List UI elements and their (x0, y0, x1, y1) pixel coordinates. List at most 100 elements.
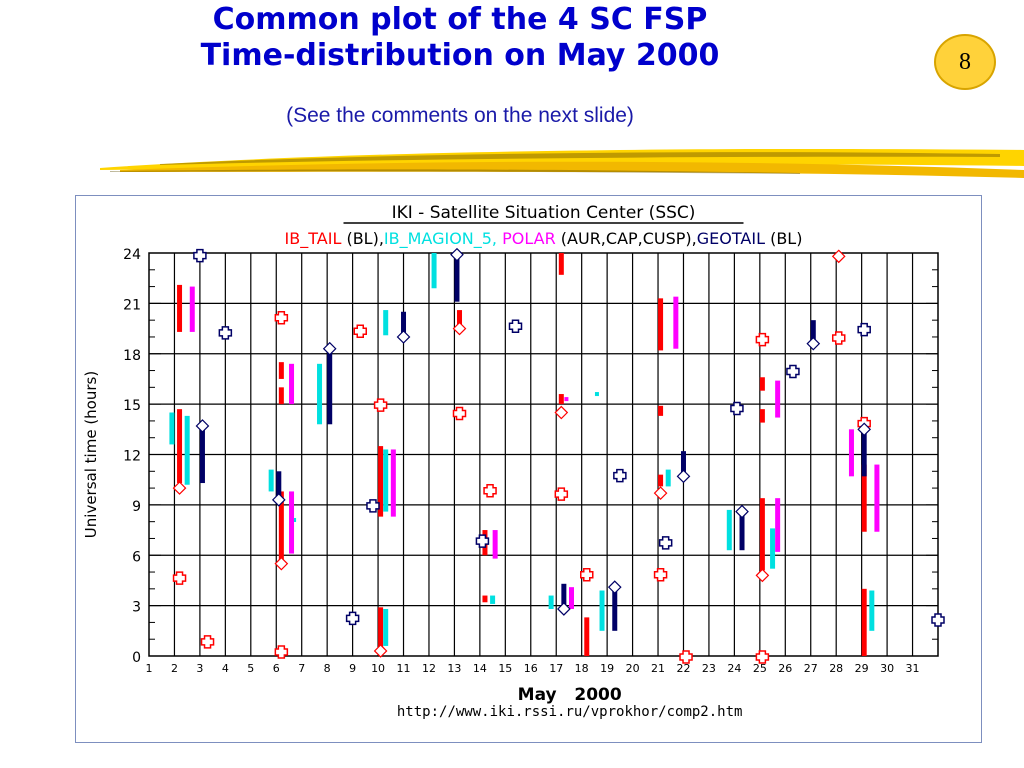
interval-end-diamond (676, 469, 691, 484)
geotail-cross-marker (366, 499, 380, 513)
polar-interval-bar (775, 380, 781, 418)
y-tick-label: 12 (123, 449, 141, 465)
ib-magion-5-interval-bar (599, 590, 605, 631)
ib-magion-5-interval-bar (490, 595, 496, 604)
polar-interval-bar (189, 286, 195, 332)
x-tick-label: 18 (575, 662, 589, 675)
interval-end-diamond (396, 330, 411, 344)
ssc-time-distribution-chart: IKI - Satellite Situation Center (SSC) IB… (82, 203, 945, 720)
x-tick-label: 6 (273, 662, 280, 675)
ib-magion-5-interval-bar (770, 528, 776, 569)
polar-interval-bar (848, 429, 854, 477)
x-tick-label: 8 (324, 662, 331, 675)
x-tick-label: 17 (549, 662, 563, 675)
geotail-interval-bar (276, 471, 282, 500)
ib-tail-cross-marker (483, 484, 497, 498)
x-tick-label: 26 (778, 662, 792, 675)
x-tick-label: 30 (880, 662, 894, 675)
interval-end-diamond (557, 602, 571, 616)
ib-magion-5-interval-bar (383, 449, 389, 512)
legend-entry-geotail: GEOTAIL (697, 229, 765, 248)
x-tick-label: 12 (422, 662, 436, 675)
ib-tail-interval-bar (658, 405, 664, 416)
polar-interval-bar (492, 530, 498, 559)
interval-end-diamond (452, 321, 467, 336)
x-axis-label: May 2000 (518, 685, 622, 705)
ib-tail-interval-bar (278, 362, 284, 379)
y-axis-label: Universal time (hours) (82, 371, 100, 538)
geotail-cross-marker (193, 248, 207, 263)
ib-tail-cross-marker (274, 311, 289, 325)
ib-magion-5-interval-bar (317, 363, 323, 425)
y-tick-label: 0 (132, 650, 141, 666)
y-tick-label: 9 (132, 499, 141, 515)
interval-end-diamond (373, 644, 388, 658)
x-tick-label: 19 (600, 662, 614, 675)
interval-end-diamond (450, 247, 464, 262)
interval-end-diamond (607, 580, 622, 595)
ib-tail-cross-marker (554, 487, 569, 501)
x-tick-label: 25 (753, 662, 767, 675)
polar-interval-bar (568, 587, 574, 609)
y-tick-label: 6 (132, 549, 141, 565)
polar-interval-bar (775, 498, 781, 552)
x-tick-label: 21 (651, 662, 665, 675)
x-tick-label: 11 (397, 662, 411, 675)
x-tick-label: 7 (298, 662, 305, 675)
geotail-cross-marker (786, 364, 800, 379)
x-tick-label: 1 (146, 662, 153, 675)
interval-end-diamond (735, 504, 749, 519)
y-tick-label: 24 (123, 247, 141, 263)
ib-tail-cross-marker (755, 332, 770, 347)
geotail-interval-bar (680, 451, 686, 477)
legend-entry-ibmagion5: IB_MAGION_5, (384, 229, 497, 249)
ib-magion-5-interval-bar (665, 469, 671, 487)
x-tick-label: 3 (196, 662, 203, 675)
ib-tail-interval-bar (759, 498, 765, 571)
geotail-cross-marker (613, 468, 627, 483)
x-tick-label: 28 (829, 662, 843, 675)
x-tick-label: 16 (524, 662, 538, 675)
ib-tail-cross-marker (274, 645, 289, 659)
interval-end-diamond (806, 336, 821, 351)
ib-magion-5-interval-bar (383, 608, 389, 646)
polar-interval-bar (673, 296, 679, 349)
ib-magion-5-interval-bar (184, 415, 190, 485)
y-tick-label: 3 (132, 600, 141, 616)
polar-interval-bar (390, 449, 396, 517)
geotail-cross-marker (658, 536, 673, 550)
geotail-cross-marker (931, 613, 945, 627)
x-tick-label: 22 (676, 662, 690, 675)
interval-end-diamond (831, 249, 846, 264)
ib-magion-5-interval-bar (268, 469, 274, 492)
geotail-interval-bar (401, 311, 407, 337)
polar-dot-marker (564, 397, 569, 402)
ib-tail-cross-marker (452, 406, 467, 421)
legend-entry-ibtail: IB_TAIL (285, 229, 342, 249)
decorative-swoosh (100, 148, 1024, 178)
x-tick-label: 20 (626, 662, 640, 675)
interval-end-diamond (322, 341, 337, 356)
x-tick-label: 2 (171, 662, 178, 675)
ib-tail-cross-marker (172, 571, 187, 585)
x-tick-label: 15 (498, 662, 512, 675)
plot-area-border (148, 252, 939, 657)
x-tick-label: 10 (371, 662, 385, 675)
interval-end-diamond (653, 486, 668, 500)
ib-tail-cross-marker (653, 567, 668, 582)
ib-tail-interval-bar (584, 617, 590, 656)
x-tick-label: 27 (804, 662, 818, 675)
ib-magion-5-dot-marker (594, 392, 599, 397)
ib-tail-cross-marker (755, 650, 770, 664)
ib-tail-cross-marker (831, 331, 846, 345)
interval-end-diamond (857, 422, 872, 437)
y-tick-label: 15 (123, 398, 141, 414)
ib-tail-interval-bar (378, 607, 384, 651)
ib-tail-interval-bar (658, 298, 664, 351)
slide-subtitle: (See the comments on the next slide) (286, 104, 634, 127)
geotail-interval-bar (810, 320, 816, 344)
x-tick-label: 9 (349, 662, 356, 675)
ib-tail-interval-bar (278, 387, 284, 405)
ib-tail-cross-marker (679, 650, 693, 664)
legend-suffix: (AUR,CAP,CUSP), (556, 229, 697, 248)
